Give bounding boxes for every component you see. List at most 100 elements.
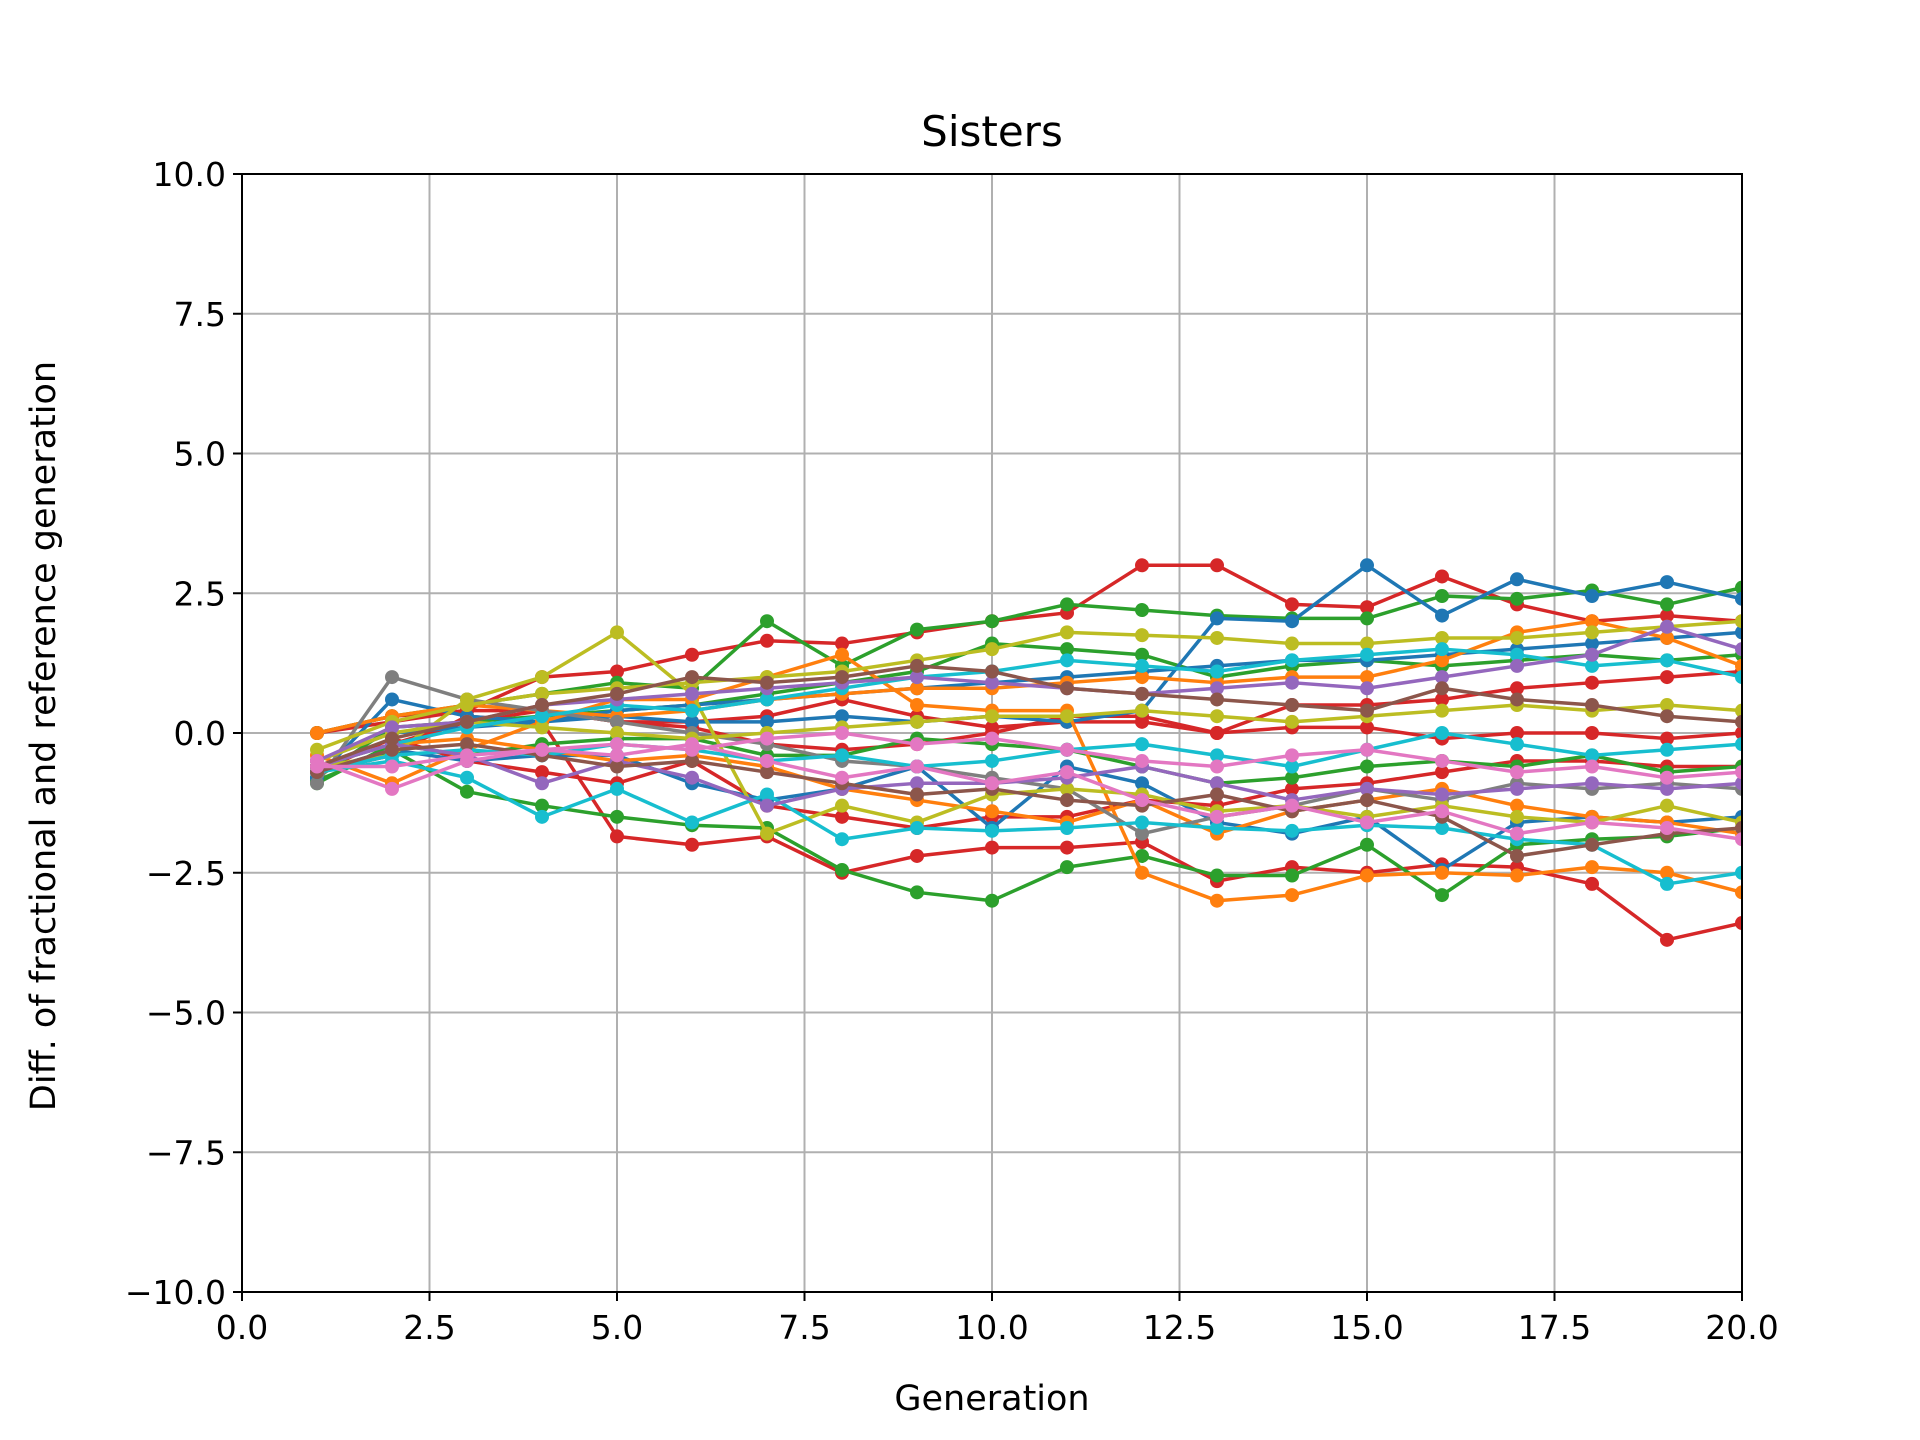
data-point [1510, 572, 1524, 587]
data-point [1360, 868, 1374, 883]
data-point [385, 781, 399, 796]
data-point [1510, 658, 1524, 673]
data-point [535, 798, 549, 813]
data-point [535, 742, 549, 757]
data-point [460, 698, 474, 713]
data-point [1285, 823, 1299, 838]
data-point [685, 647, 699, 662]
data-point [760, 787, 774, 802]
data-point [985, 642, 999, 657]
data-point [985, 731, 999, 746]
data-point [1510, 726, 1524, 740]
series-line [315, 675, 1742, 836]
data-point [610, 714, 624, 729]
data-point [1660, 630, 1674, 645]
data-point [1585, 698, 1599, 713]
data-point [460, 784, 474, 799]
y-tick-label: −2.5 [146, 854, 226, 893]
series-line [316, 703, 1742, 763]
data-point [1585, 776, 1599, 791]
data-point [1360, 600, 1374, 615]
data-point [1285, 597, 1299, 612]
data-point [1135, 826, 1149, 841]
data-point [610, 781, 624, 796]
data-point [1210, 611, 1224, 626]
series-line [317, 731, 1742, 780]
data-point [1735, 591, 1742, 606]
data-point [1135, 628, 1149, 643]
data-point [1660, 698, 1674, 713]
data-point [760, 731, 774, 746]
data-point [1435, 753, 1449, 768]
data-point [1735, 865, 1742, 880]
data-point [1360, 681, 1374, 696]
data-point [1510, 781, 1524, 796]
data-point [1735, 765, 1742, 780]
data-point [985, 776, 999, 791]
data-point [1210, 692, 1224, 707]
data-point [1435, 726, 1449, 740]
data-point [1210, 759, 1224, 774]
data-point [760, 614, 774, 629]
data-point [985, 709, 999, 724]
y-tick-label: −10.0 [125, 1273, 226, 1312]
data-point [1660, 821, 1674, 836]
data-point [760, 692, 774, 707]
data-point [1285, 614, 1299, 629]
data-point [910, 622, 924, 637]
data-point [910, 776, 924, 791]
data-point [1585, 636, 1599, 651]
series-line [316, 619, 1742, 752]
data-point [685, 742, 699, 757]
data-point [535, 698, 549, 713]
data-point [985, 840, 999, 855]
data-point [1060, 625, 1074, 640]
data-point [385, 742, 399, 757]
data-point [760, 798, 774, 813]
data-point [460, 748, 474, 763]
y-tick-label: 7.5 [174, 295, 226, 334]
data-point [1285, 888, 1299, 903]
data-point [1210, 776, 1224, 791]
data-point [1285, 748, 1299, 763]
data-point [1360, 793, 1374, 808]
data-point [835, 647, 849, 662]
data-point [1510, 826, 1524, 841]
data-point [985, 675, 999, 690]
data-point [1210, 893, 1224, 908]
data-point [1735, 832, 1742, 847]
x-axis-label: Generation [894, 1379, 1089, 1419]
x-tick-label: 7.5 [778, 1308, 830, 1347]
data-point [985, 823, 999, 838]
data-point [1735, 614, 1742, 629]
data-point [1135, 793, 1149, 808]
data-point [1735, 670, 1742, 685]
data-point [1360, 742, 1374, 757]
data-point [1735, 714, 1742, 729]
series-line [316, 759, 1742, 886]
data-point [1585, 759, 1599, 774]
data-point [1285, 770, 1299, 785]
data-point [685, 837, 699, 852]
data-point [1360, 647, 1374, 662]
data-point [1135, 603, 1149, 618]
data-point [1585, 748, 1599, 763]
series-line [316, 742, 1742, 841]
data-point [760, 633, 774, 648]
data-point [1060, 642, 1074, 657]
data-point [1735, 658, 1742, 673]
data-point [1210, 681, 1224, 696]
data-point [1660, 653, 1674, 668]
data-point [1285, 698, 1299, 713]
data-point [1360, 558, 1374, 573]
data-point [1660, 770, 1674, 785]
data-point [835, 862, 849, 877]
data-point [1435, 670, 1449, 685]
data-point [685, 753, 699, 768]
data-point [610, 664, 624, 679]
data-point [1435, 703, 1449, 718]
data-point [685, 714, 699, 729]
data-point [310, 726, 324, 740]
data-point [1660, 865, 1674, 880]
series-group [310, 558, 1742, 947]
